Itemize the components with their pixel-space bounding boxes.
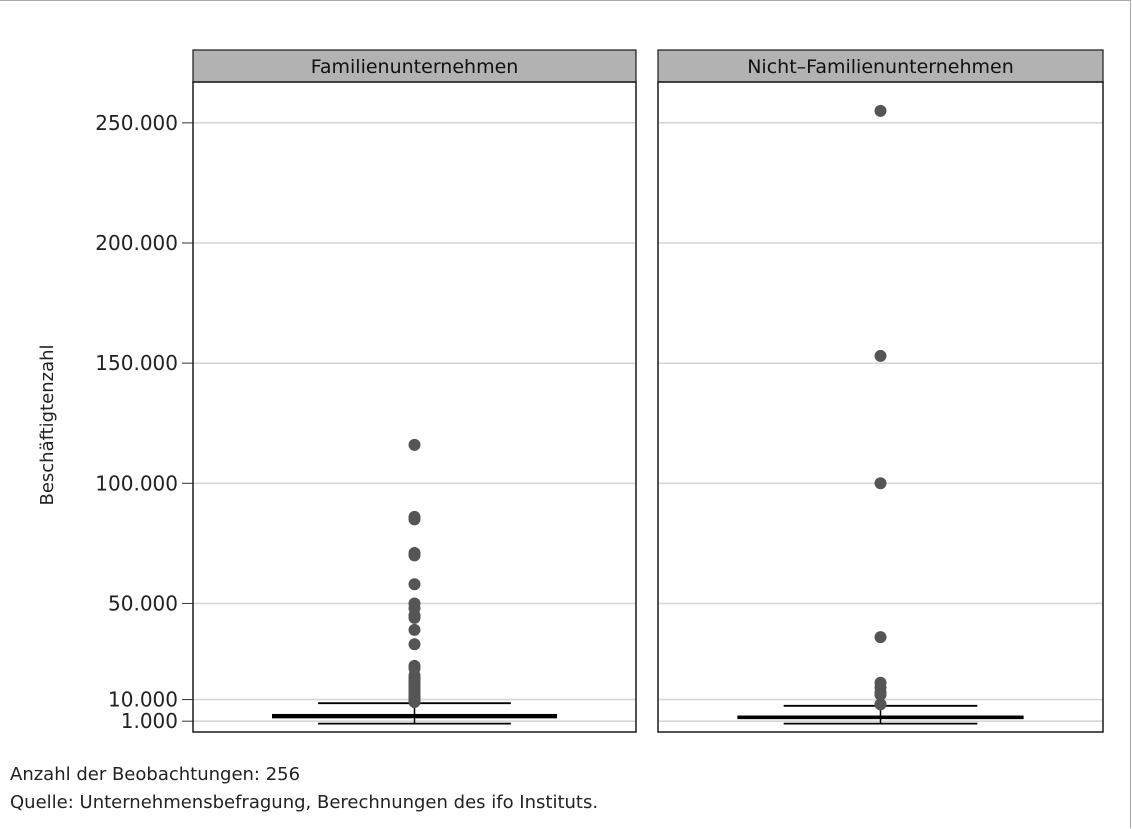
outlier-point xyxy=(408,578,421,591)
facet-title: Familienunternehmen xyxy=(311,56,519,78)
y-tick-label: 250.000 xyxy=(95,111,178,135)
outlier-point xyxy=(874,688,887,701)
outlier-point xyxy=(408,638,421,651)
facet-title: Nicht–Familienunternehmen xyxy=(747,56,1014,78)
outlier-point xyxy=(874,104,887,117)
y-tick-label: 10.000 xyxy=(108,688,178,712)
facet-panels: Familienunternehmen Nicht–Familienunterne… xyxy=(192,49,1104,733)
facet-panel: Nicht–Familienunternehmen xyxy=(657,49,1104,733)
y-tick-label: 50.000 xyxy=(108,591,178,615)
facet-panel: Familienunternehmen xyxy=(192,49,637,733)
panel-border xyxy=(657,81,1104,733)
outlier-point xyxy=(408,611,421,624)
observations-note: Anzahl der Beobachtungen: 256 xyxy=(10,764,301,785)
facet-strip xyxy=(657,49,1104,83)
facet-strip xyxy=(192,49,637,83)
outlier-point xyxy=(874,631,887,644)
outlier-point xyxy=(408,513,421,526)
outlier-point xyxy=(408,695,421,708)
y-tick-label: 200.000 xyxy=(95,231,178,255)
outlier-point xyxy=(874,349,887,362)
y-tick-label: 100.000 xyxy=(95,471,178,495)
y-tick-label: 1.000 xyxy=(121,709,178,733)
panel-border xyxy=(192,81,637,733)
source-note: Quelle: Unternehmensbefragung, Berechnun… xyxy=(10,792,599,813)
outlier-point xyxy=(408,623,421,636)
outlier-point xyxy=(408,438,421,451)
y-tick-label: 150.000 xyxy=(95,351,178,375)
outlier-point xyxy=(874,698,887,711)
y-axis-title: Beschäftigtenzahl xyxy=(37,344,58,505)
outlier-point xyxy=(874,477,887,490)
outlier-point xyxy=(408,549,421,562)
